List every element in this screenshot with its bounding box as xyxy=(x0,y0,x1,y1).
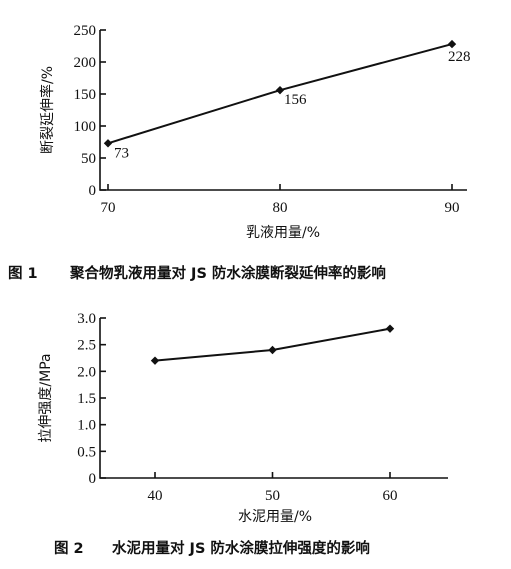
chart-2-series-line xyxy=(154,327,391,362)
chart-1-x-tick-label: 70 xyxy=(101,200,116,216)
chart-1-x-axis-label: 乳液用量/% xyxy=(246,225,320,241)
chart-2-y-tick-label: 3.0 xyxy=(77,311,96,327)
chart-1-data-point xyxy=(275,85,285,95)
chart-1-y-axis-label: 断裂延伸率/% xyxy=(39,66,56,154)
chart-1-caption-number: 图 1 xyxy=(8,265,38,282)
chart-1-y-tick-label: 250 xyxy=(74,23,97,39)
chart-2-x-tick-label: 50 xyxy=(265,488,280,504)
chart-2-axes xyxy=(99,318,448,479)
chart-1-x-tick-label: 80 xyxy=(273,200,288,216)
chart-1-data-label: 156 xyxy=(284,92,307,108)
chart-2: 0 0.5 1.0 1.5 2.0 2.5 3.0 40 50 60 拉伸强度/MPa 水泥用量… xyxy=(38,311,448,557)
chart-2-caption-number: 图 2 xyxy=(54,540,84,557)
chart-1-x-tick-label: 90 xyxy=(445,200,460,216)
chart-1-y-tick-label: 150 xyxy=(74,87,97,103)
chart-2-y-tick-label: 2.0 xyxy=(77,364,96,380)
chart-2-y-axis-label: 拉伸强度/MPa xyxy=(38,353,54,442)
chart-1-y-tick-label: 0 xyxy=(89,183,97,199)
chart-2-y-tick-label: 1.5 xyxy=(77,391,96,407)
chart-1-data-label: 73 xyxy=(114,145,129,161)
chart-1-data-point xyxy=(447,39,457,49)
chart-2-data-point xyxy=(150,356,160,365)
chart-2-y-tick-label: 1.0 xyxy=(77,418,96,434)
chart-1-data-label: 228 xyxy=(448,49,471,65)
chart-1-caption-text: 聚合物乳液用量对 JS 防水涂膜断裂延伸率的影响 xyxy=(69,264,386,282)
chart-1-y-tick-label: 200 xyxy=(74,55,97,71)
chart-2-x-axis-label: 水泥用量/% xyxy=(238,509,312,525)
chart-2-data-point xyxy=(385,324,395,333)
chart-2-x-tick-label: 40 xyxy=(148,488,163,504)
chart-2-caption-text: 水泥用量对 JS 防水涂膜拉伸强度的影响 xyxy=(112,539,370,557)
chart-2-data-point xyxy=(268,345,277,355)
chart-2-y-tick-label: 2.5 xyxy=(77,338,96,354)
chart-2-y-tick-label: 0 xyxy=(89,471,97,487)
chart-1-y-tick-label: 100 xyxy=(74,119,97,135)
chart-1-data-point xyxy=(103,139,113,148)
chart-1-y-tick-label: 50 xyxy=(81,151,96,167)
chart-2-y-tick-label: 0.5 xyxy=(77,444,96,460)
chart-2-x-tick-label: 60 xyxy=(383,488,398,504)
